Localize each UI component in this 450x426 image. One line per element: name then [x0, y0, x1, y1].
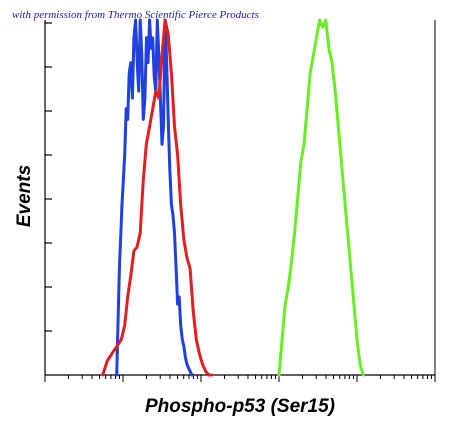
- axes: [44, 20, 436, 376]
- credit-text: with permission from Thermo Scientific P…: [12, 9, 259, 21]
- series-layer: [101, 18, 365, 377]
- x-ticks: [44, 375, 436, 382]
- green-series-line: [277, 18, 365, 377]
- y-ticks: [45, 22, 52, 332]
- blue-series-line: [115, 18, 195, 377]
- x-axis-title: Phospho-p53 (Ser15): [145, 396, 335, 417]
- y-axis-title: Events: [14, 165, 35, 227]
- red-series-line: [101, 18, 214, 377]
